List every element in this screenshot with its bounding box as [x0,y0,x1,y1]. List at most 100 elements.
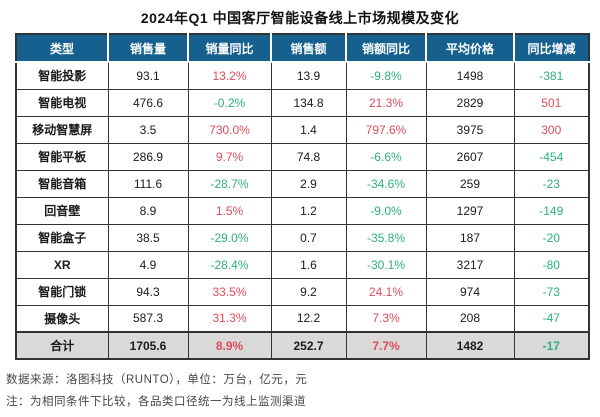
category-cell: 智能电视 [15,88,109,117]
category-cell: 智能门锁 [15,277,109,306]
column-header: 类型 [16,34,109,63]
value-cell: -381 [513,61,590,90]
value-cell: 1.6 [270,250,347,279]
value-cell: 13.9 [270,61,347,90]
value-cell: -35.8% [345,223,427,252]
category-cell: 智能平板 [15,142,109,171]
value-cell: -6.6% [345,142,427,171]
data-source-note: 数据来源：洛图科技（RUNTO），单位：万台，亿元，元 [6,374,308,386]
category-cell: 智能投影 [15,61,109,90]
table-body: 智能投影 93.1 13.2% 13.9 -9.8% 1498 -381 智能电视 476.6-… [15,61,590,360]
value-cell: 31.3% [187,304,272,333]
value-cell: 38.5 [107,223,189,252]
value-cell: 587.3 [107,304,189,333]
value-cell: 300 [513,115,590,144]
value-cell: 1482 [425,331,515,360]
table-row: 智能平板 286.9 9.7% 74.8 -6.6% 2607 -454 [15,142,590,171]
page-title: 2024年Q1 中国客厅智能设备线上市场规模及变化 [140,10,460,26]
comparison-note: 注：为相同条件下比较，各品类口径统一为线上监测渠道 [6,396,306,408]
table-row: 移动智慧屏 3.5 730.0% 1.4 797.6% 3975 300 [15,115,590,144]
value-cell: 252.7 [270,331,347,360]
value-cell: 24.1% [345,277,427,306]
value-cell: -28.4% [187,250,272,279]
value-cell: 8.9 [107,196,189,225]
value-cell: -80 [513,250,590,279]
market-stats-table: 类型 销售量 销量同比 销售额 销额同比 平均价格 同比增减 智能投影 93.1 13.2% 13… [15,33,590,360]
value-cell: -73 [513,277,590,306]
value-cell: 259 [425,169,515,198]
column-header: 销售额 [271,34,347,63]
category-cell: 回音壁 [15,196,109,225]
value-cell: 187 [425,223,515,252]
value-cell: 21.3% [345,88,427,117]
value-cell: 1297 [425,196,515,225]
value-cell: 111.6 [107,169,189,198]
footnotes: 数据来源：洛图科技（RUNTO），单位：万台，亿元，元 注：为相同条件下比较，各… [6,369,307,413]
value-cell: 3975 [425,115,515,144]
table-total-row: 合计 1705.6 8.9% 252.7 7.7% 1482 -17 [15,331,590,360]
value-cell: 33.5% [187,277,272,306]
value-cell: 1.4 [270,115,347,144]
table-header-row: 类型 销售量 销量同比 销售额 销额同比 平均价格 同比增减 [16,34,589,63]
value-cell: 1498 [425,61,515,90]
value-cell: 1.2 [270,196,347,225]
value-cell: 501 [513,88,590,117]
value-cell: 2607 [425,142,515,171]
table-row: 回音壁 8.9 1.5% 1.2 -9.0% 1297 -149 [15,196,590,225]
value-cell: 7.7% [345,331,427,360]
value-cell: 1705.6 [107,331,189,360]
table-row: 智能音箱 111.6 -28.7% 2.9 -34.6% 259 -23 [15,169,590,198]
category-cell: 合计 [15,331,109,360]
value-cell: 13.2% [187,61,272,90]
value-cell: 2829 [425,88,515,117]
table-row: 智能投影 93.1 13.2% 13.9 -9.8% 1498 -381 [15,61,590,90]
value-cell: 2.9 [270,169,347,198]
value-cell: 476.6 [107,88,189,117]
category-cell: XR [15,250,109,279]
table-row: 摄像头 587.3 31.3% 12.2 7.3% 208 -47 [15,304,590,333]
category-cell: 智能音箱 [15,169,109,198]
column-header: 销额同比 [346,34,427,63]
category-cell: 智能盒子 [15,223,109,252]
value-cell: -454 [513,142,590,171]
value-cell: -149 [513,196,590,225]
value-cell: -17 [513,331,590,360]
column-header: 销量同比 [188,34,272,63]
value-cell: 9.7% [187,142,272,171]
column-header: 销售量 [108,34,189,63]
column-header: 平均价格 [426,34,515,63]
value-cell: 0.7 [270,223,347,252]
value-cell: -30.1% [345,250,427,279]
table-row: XR 4.9 -28.4% 1.6 -30.1% 3217 -80 [15,250,590,279]
value-cell: 9.2 [270,277,347,306]
value-cell: -23 [513,169,590,198]
category-cell: 移动智慧屏 [15,115,109,144]
value-cell: 94.3 [107,277,189,306]
value-cell: 797.6% [345,115,427,144]
value-cell: 974 [425,277,515,306]
value-cell: -47 [513,304,590,333]
value-cell: -9.0% [345,196,427,225]
value-cell: 3.5 [107,115,189,144]
value-cell: -34.6% [345,169,427,198]
column-header: 同比增减 [514,34,589,63]
value-cell: 4.9 [107,250,189,279]
value-cell: 7.3% [345,304,427,333]
table-row: 智能电视 476.6 -0.2% 134.8 21.3% 2829 501 [15,88,590,117]
value-cell: -20 [513,223,590,252]
value-cell: 74.8 [270,142,347,171]
value-cell: 93.1 [107,61,189,90]
value-cell: 1.5% [187,196,272,225]
value-cell: -29.0% [187,223,272,252]
value-cell: 208 [425,304,515,333]
table-row: 智能盒子 38.5 -29.0% 0.7 -35.8% 187 -20 [15,223,590,252]
value-cell: -0.2% [187,88,272,117]
value-cell: 8.9% [187,331,272,360]
value-cell: 12.2 [270,304,347,333]
value-cell: 730.0% [187,115,272,144]
category-cell: 摄像头 [15,304,109,333]
value-cell: 3217 [425,250,515,279]
value-cell: -9.8% [345,61,427,90]
value-cell: 134.8 [270,88,347,117]
table-row: 智能门锁 94.3 33.5% 9.2 24.1% 974 -73 [15,277,590,306]
